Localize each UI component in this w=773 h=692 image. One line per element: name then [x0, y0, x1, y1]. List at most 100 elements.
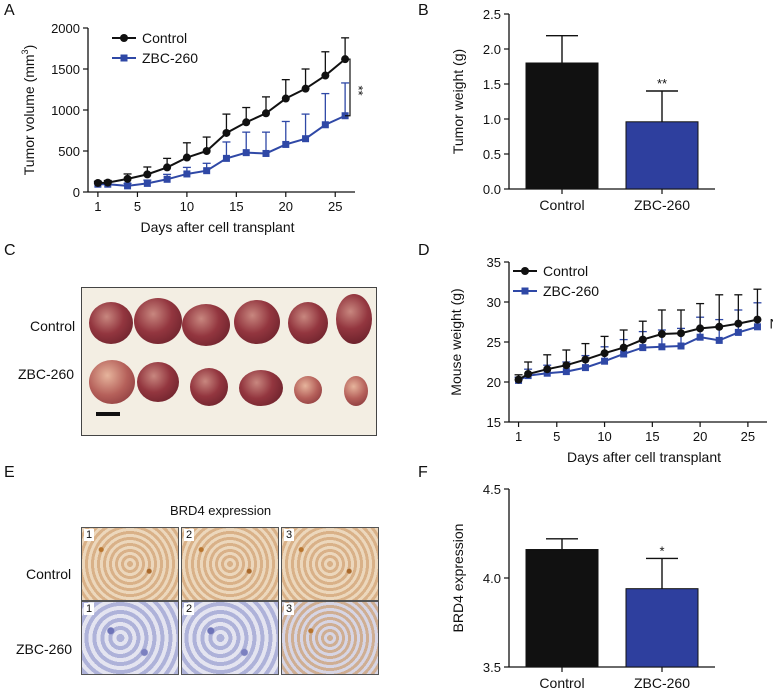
- ihc-row-label-zbc: ZBC-260: [16, 641, 73, 657]
- data-point: [103, 178, 112, 187]
- series-line: [97, 58, 346, 184]
- brd4-expression-chart: 3.5 4.0 4.5 BRD4 expression Control ZBC-260 *: [450, 482, 715, 691]
- y-tick-label: 0.5: [483, 147, 501, 162]
- panel-letter-d: D: [418, 242, 430, 259]
- y-axis-title: BRD4 expression: [450, 524, 466, 633]
- y-tick-label: 30: [487, 295, 501, 310]
- data-point: [658, 343, 666, 351]
- panel-letter-f: F: [418, 464, 428, 481]
- y-tick-label: 3.5: [483, 660, 501, 675]
- ihc-number: 3: [284, 603, 295, 615]
- legend-marker: [120, 54, 128, 62]
- data-point: [677, 342, 685, 350]
- x-tick-label: 15: [645, 429, 659, 444]
- data-point: [514, 375, 523, 384]
- y-axis-title: Mouse weight (g): [448, 288, 464, 395]
- panel-letter-a: A: [4, 2, 15, 19]
- data-point: [543, 369, 551, 377]
- tumor: [336, 294, 372, 344]
- tumor: [89, 360, 135, 404]
- data-point: [601, 357, 609, 365]
- data-point: [203, 167, 211, 175]
- ihc-row-label-control: Control: [26, 566, 72, 582]
- data-point: [281, 94, 290, 103]
- y-tick-label: 20: [487, 375, 501, 390]
- ihc-image: 1: [81, 527, 179, 601]
- data-point: [301, 84, 310, 93]
- significance-label: *: [659, 543, 664, 558]
- x-tick-label: 5: [134, 199, 141, 214]
- tumor: [134, 298, 182, 344]
- y-tick-label: 1.5: [483, 77, 501, 92]
- y-tick-label: 2000: [51, 21, 80, 36]
- ihc-image: 2: [181, 601, 279, 675]
- ihc-title: BRD4 expression: [170, 503, 272, 518]
- data-point: [321, 71, 330, 80]
- y-tick-label: 4.5: [483, 482, 501, 497]
- y-axis-title: Tumor weight (g): [450, 49, 466, 154]
- ihc-image: 2: [181, 527, 279, 601]
- panel-letter-e: E: [4, 464, 15, 481]
- significance-label: **: [657, 76, 667, 91]
- ihc-number: 3: [284, 529, 295, 541]
- data-point: [163, 163, 172, 172]
- photo-row-label-zbc: ZBC-260: [18, 366, 75, 382]
- tumor-photo: [81, 287, 377, 436]
- tumor: [239, 370, 283, 406]
- tumor: [190, 368, 228, 406]
- data-point: [222, 154, 230, 162]
- series-line: [518, 325, 758, 382]
- data-point: [620, 350, 628, 358]
- ihc-image: 3: [281, 601, 379, 675]
- data-point: [600, 349, 609, 358]
- data-point: [222, 128, 231, 137]
- data-point: [638, 335, 647, 344]
- x-tick-label: Control: [539, 675, 584, 691]
- legend-label: Control: [142, 30, 187, 46]
- x-tick-label: 15: [229, 199, 243, 214]
- bar: [625, 588, 699, 668]
- tumor: [137, 362, 179, 402]
- legend-label: ZBC-260: [543, 283, 599, 299]
- x-tick-label: ZBC-260: [634, 675, 690, 691]
- data-point: [262, 149, 270, 157]
- tumor: [294, 376, 322, 404]
- x-axis-title: Days after cell transplant: [567, 449, 721, 465]
- tumor: [89, 302, 133, 344]
- legend-label: ZBC-260: [142, 50, 198, 66]
- data-point: [753, 315, 762, 324]
- data-point: [696, 324, 705, 333]
- data-point: [581, 355, 590, 364]
- legend-marker: [120, 34, 128, 42]
- data-point: [543, 365, 552, 374]
- x-tick-label: Control: [539, 197, 584, 213]
- y-tick-label: 15: [487, 415, 501, 430]
- photo-row-label-control: Control: [30, 318, 76, 334]
- data-point: [163, 175, 171, 183]
- ihc-image: 1: [81, 601, 179, 675]
- y-tick-label: 0: [73, 185, 80, 200]
- data-point: [321, 121, 329, 129]
- panel-letter-c: C: [4, 242, 16, 259]
- legend-marker: [521, 267, 529, 275]
- x-tick-label: 1: [515, 429, 522, 444]
- x-tick-label: 20: [693, 429, 707, 444]
- data-point: [93, 178, 102, 187]
- data-point: [619, 343, 628, 352]
- panel-letter-b: B: [418, 2, 429, 19]
- data-point: [715, 336, 723, 344]
- y-tick-label: 1500: [51, 62, 80, 77]
- data-point: [657, 330, 666, 338]
- y-tick-label: 1000: [51, 103, 80, 118]
- series-line: [97, 114, 346, 187]
- x-tick-label: 5: [553, 429, 560, 444]
- data-point: [524, 370, 533, 378]
- data-point: [182, 153, 191, 162]
- significance-label: **: [351, 85, 366, 95]
- ihc-number: 2: [184, 529, 195, 541]
- data-point: [639, 344, 647, 352]
- data-point: [143, 179, 151, 187]
- x-tick-label: 25: [328, 199, 342, 214]
- legend-marker: [521, 287, 529, 295]
